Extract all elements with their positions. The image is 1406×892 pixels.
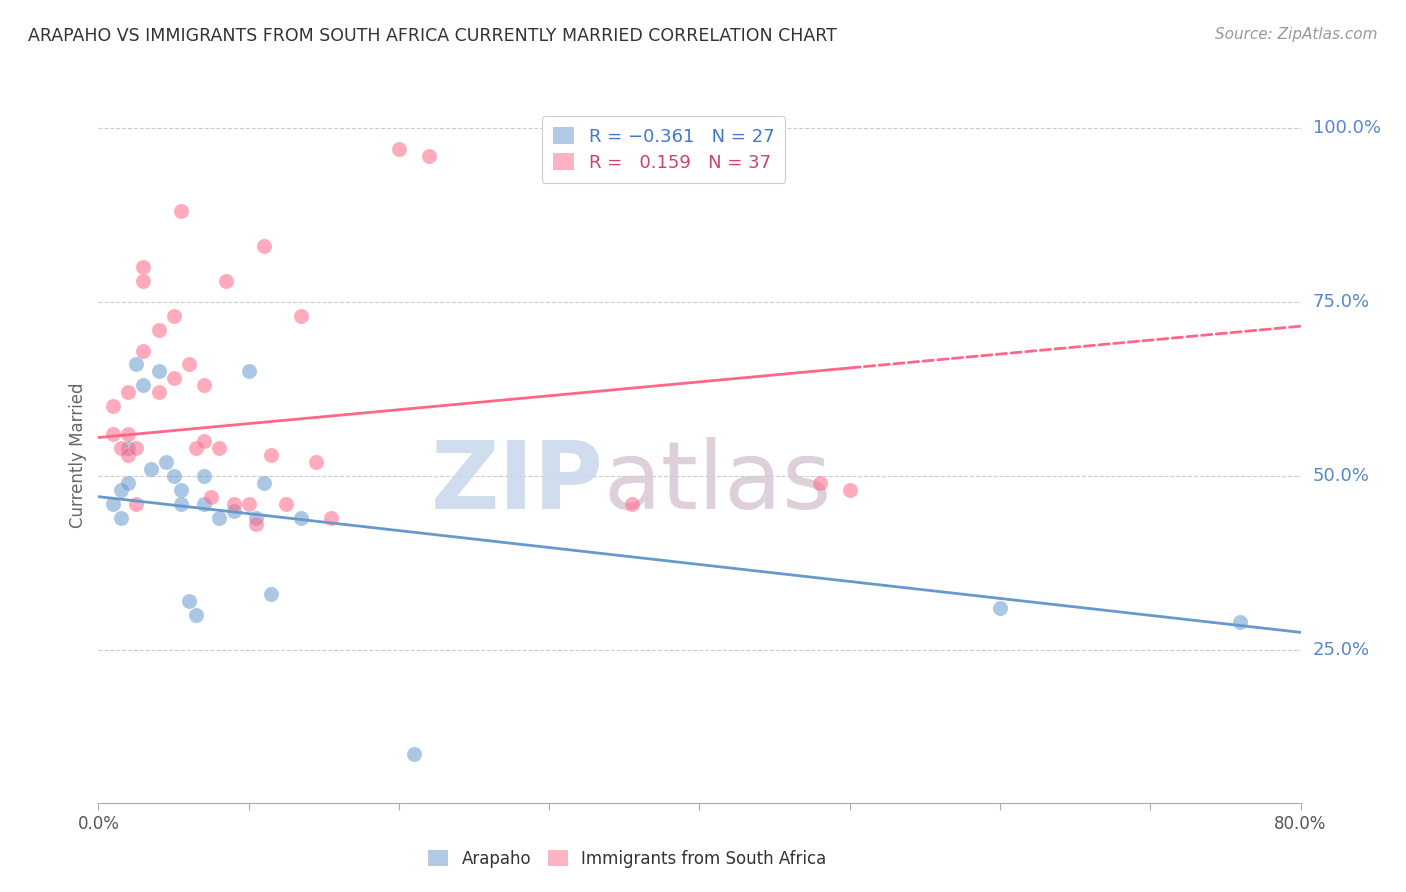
Point: [1229, 615, 1251, 629]
Text: 75.0%: 75.0%: [1313, 293, 1369, 310]
Point: [162, 309, 184, 323]
Point: [238, 497, 260, 511]
Text: 100.0%: 100.0%: [1313, 119, 1381, 136]
Point: [117, 441, 139, 455]
Text: ARAPAHO VS IMMIGRANTS FROM SOUTH AFRICA CURRENTLY MARRIED CORRELATION CHART: ARAPAHO VS IMMIGRANTS FROM SOUTH AFRICA …: [28, 27, 837, 45]
Point: [305, 455, 328, 469]
Point: [838, 483, 860, 497]
Text: 50.0%: 50.0%: [1313, 467, 1369, 484]
Point: [148, 364, 170, 378]
Text: Source: ZipAtlas.com: Source: ZipAtlas.com: [1215, 27, 1378, 42]
Point: [418, 149, 440, 163]
Point: [132, 260, 155, 274]
Point: [808, 475, 831, 490]
Point: [103, 427, 125, 442]
Point: [193, 468, 215, 483]
Point: [620, 497, 643, 511]
Point: [193, 497, 215, 511]
Point: [162, 468, 184, 483]
Point: [222, 503, 245, 517]
Point: [125, 441, 148, 455]
Point: [321, 510, 343, 524]
Text: ZIP: ZIP: [430, 437, 603, 529]
Point: [177, 594, 200, 608]
Point: [260, 448, 283, 462]
Point: [110, 441, 132, 455]
Point: [276, 497, 298, 511]
Point: [117, 385, 139, 400]
Point: [253, 239, 276, 253]
Point: [125, 497, 148, 511]
Y-axis label: Currently Married: Currently Married: [69, 382, 87, 528]
Point: [184, 607, 207, 622]
Point: [290, 510, 312, 524]
Point: [245, 517, 267, 532]
Point: [253, 475, 276, 490]
Point: [110, 483, 132, 497]
Point: [132, 274, 155, 288]
Point: [988, 601, 1011, 615]
Text: atlas: atlas: [603, 437, 831, 529]
Point: [208, 510, 231, 524]
Point: [193, 434, 215, 448]
Point: [215, 274, 238, 288]
Point: [103, 399, 125, 413]
Point: [117, 427, 139, 442]
Point: [148, 385, 170, 400]
Point: [117, 475, 139, 490]
Point: [290, 309, 312, 323]
Point: [200, 490, 222, 504]
Point: [170, 204, 193, 219]
Point: [117, 448, 139, 462]
Point: [402, 747, 425, 761]
Legend: Arapaho, Immigrants from South Africa: Arapaho, Immigrants from South Africa: [422, 843, 834, 874]
Point: [139, 462, 162, 476]
Point: [170, 497, 193, 511]
Point: [222, 497, 245, 511]
Point: [103, 497, 125, 511]
Text: 25.0%: 25.0%: [1313, 640, 1369, 658]
Point: [177, 358, 200, 372]
Point: [125, 358, 148, 372]
Point: [260, 587, 283, 601]
Point: [238, 364, 260, 378]
Point: [148, 323, 170, 337]
Point: [388, 142, 411, 156]
Point: [110, 510, 132, 524]
Point: [245, 510, 267, 524]
Point: [132, 343, 155, 358]
Point: [193, 378, 215, 392]
Point: [162, 371, 184, 385]
Point: [184, 441, 207, 455]
Point: [155, 455, 177, 469]
Point: [208, 441, 231, 455]
Point: [132, 378, 155, 392]
Point: [170, 483, 193, 497]
